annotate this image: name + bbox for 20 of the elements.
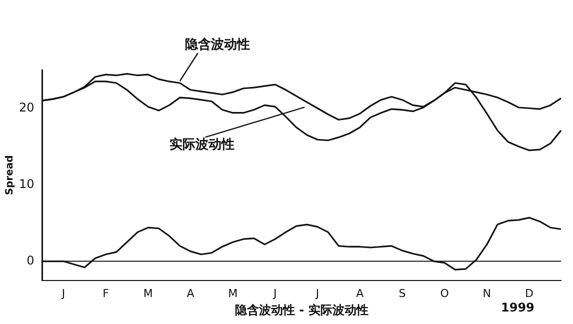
x-tick-label: J <box>60 286 66 300</box>
x-tick-label: D <box>525 286 534 300</box>
x-tick-label: M <box>228 286 238 300</box>
x-tick-label: S <box>398 286 406 300</box>
text: 1999 <box>501 300 534 315</box>
x-tick-label: A <box>186 286 195 300</box>
text: 隐含波动性 <box>184 36 250 52</box>
x-tick-label: J <box>272 286 277 300</box>
x-tick-label: O <box>440 286 450 300</box>
x-tick-label: A <box>356 286 364 300</box>
series-label: 实际波动性 <box>170 136 235 153</box>
y-tick-label: 20 <box>18 100 34 114</box>
y-axis-title: Spread <box>4 155 16 196</box>
y-tick-label: 10 <box>18 176 34 191</box>
x-tick-label: F <box>102 286 109 300</box>
x-axis-title: 隐含波动性 - 实际波动性 <box>234 302 368 317</box>
x-tick-label: J <box>314 286 320 300</box>
y-tick-label: 0 <box>26 253 34 268</box>
x-tick-label: N <box>482 286 492 300</box>
x-tick-label: M <box>143 286 153 300</box>
